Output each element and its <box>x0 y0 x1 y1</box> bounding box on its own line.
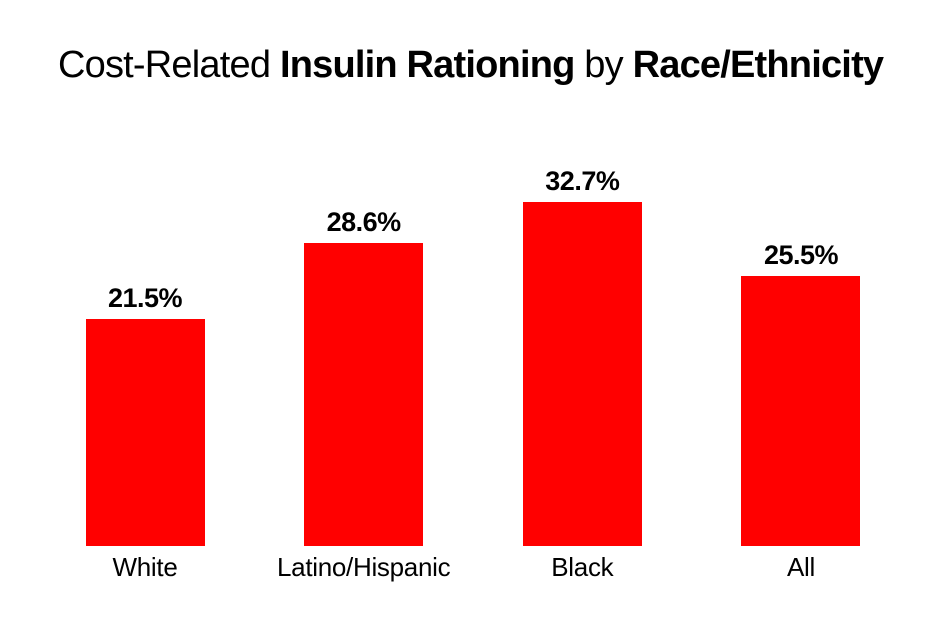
category-label-white: White <box>112 552 178 582</box>
bar-column-white: 21.5% <box>36 166 254 546</box>
bar-value-label: 28.6% <box>326 207 402 237</box>
category-label-all: All <box>786 552 815 582</box>
title-segment: Race/Ethnicity <box>632 44 884 86</box>
title-segment: Insulin Rationing <box>279 44 575 86</box>
bar-black <box>522 202 642 546</box>
bar-column-all: 25.5% <box>692 166 910 546</box>
chart-title: Cost-Related Insulin Rationing by Race/E… <box>58 44 918 88</box>
category-label-black: Black <box>551 552 614 582</box>
bar-value-label: 21.5% <box>107 283 183 313</box>
bar-white <box>85 319 205 546</box>
category-label-latino-hispanic: Latino/Hispanic <box>277 552 451 582</box>
bar-chart-plot-area: 21.5% 28.6% 32.7% 25.5% <box>36 166 910 546</box>
title-segment: Cost-Related <box>58 44 280 86</box>
bar-value-label: 32.7% <box>545 166 620 196</box>
bar-column-black: 32.7% <box>473 166 691 546</box>
category-axis-labels: White Latino/Hispanic Black All <box>36 552 910 583</box>
title-segment: by <box>574 44 633 86</box>
bar-column-latino-hispanic: 28.6% <box>255 166 473 546</box>
bar-latino-hispanic <box>304 243 424 546</box>
bar-all <box>741 276 861 546</box>
bar-value-label: 25.5% <box>763 240 839 270</box>
